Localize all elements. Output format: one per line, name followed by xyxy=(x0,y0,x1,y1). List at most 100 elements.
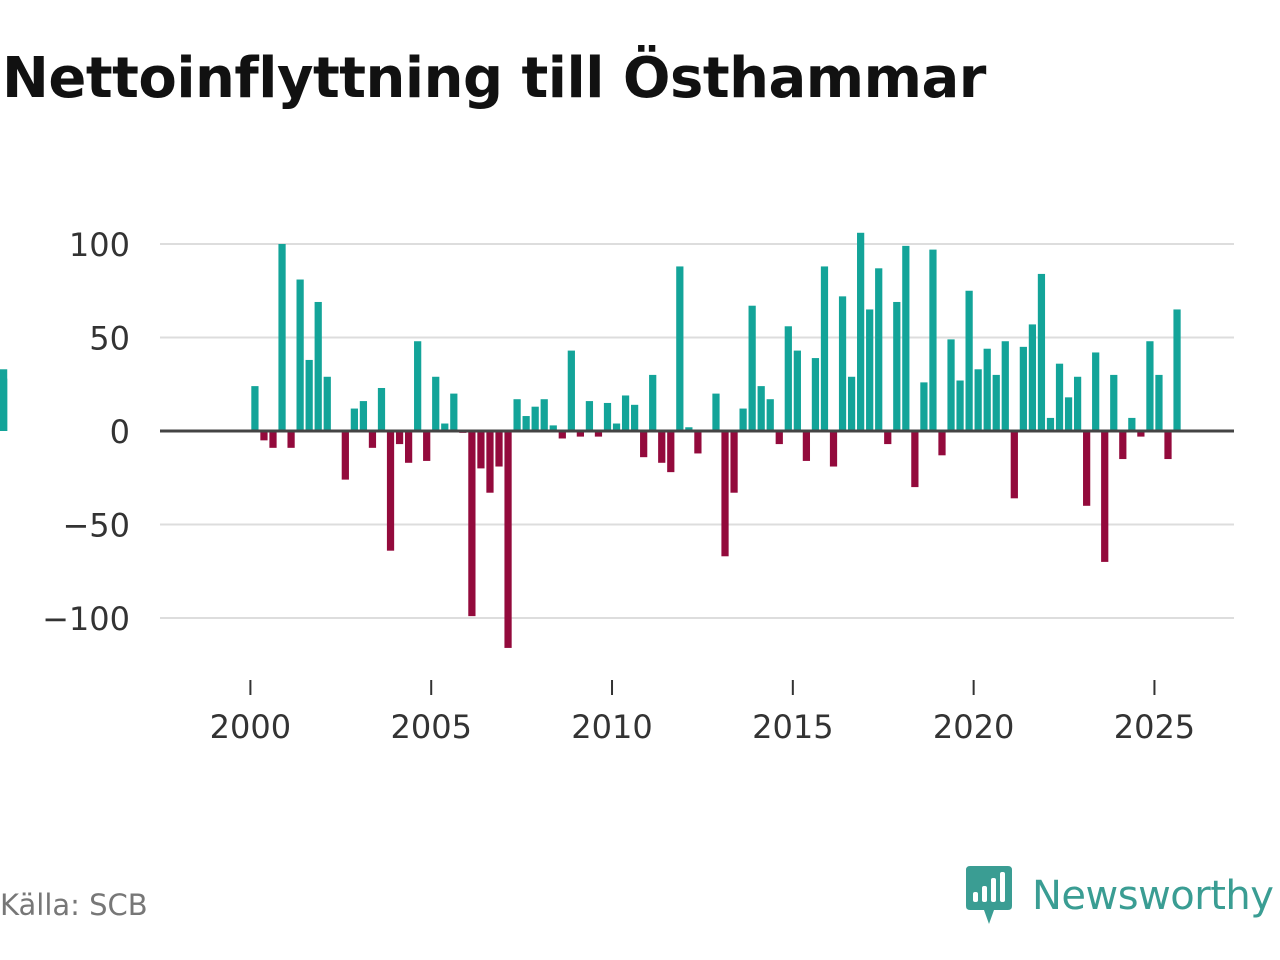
bar xyxy=(558,431,566,439)
bar xyxy=(956,380,964,431)
bar xyxy=(1083,431,1091,506)
bar xyxy=(1101,431,1109,562)
bar xyxy=(893,301,901,431)
bar xyxy=(278,244,286,431)
source-label: Källa: SCB xyxy=(0,888,148,922)
bar xyxy=(640,431,648,458)
y-tick-label: −50 xyxy=(62,507,130,545)
bar xyxy=(1055,363,1064,431)
chart-bubble-icon xyxy=(966,866,1012,924)
bar xyxy=(1155,374,1163,431)
bar xyxy=(567,350,575,431)
bar xyxy=(784,326,792,431)
bar xyxy=(305,359,313,431)
bar xyxy=(1164,431,1172,460)
bar xyxy=(414,341,422,431)
bar xyxy=(323,376,331,431)
bar xyxy=(875,268,883,431)
bar xyxy=(477,431,485,469)
bar xyxy=(549,425,557,431)
bar xyxy=(983,348,991,431)
bar xyxy=(920,382,928,431)
bar xyxy=(658,431,666,463)
bar xyxy=(712,393,720,431)
x-tick-label: 2005 xyxy=(390,708,471,746)
y-tick-label: 0 xyxy=(110,413,130,451)
bar xyxy=(1001,341,1009,431)
chart-title: Nettoinflyttning till Östhammar xyxy=(2,46,986,111)
bar xyxy=(676,266,684,431)
bar xyxy=(811,358,820,431)
bar xyxy=(649,374,657,431)
bar xyxy=(857,232,865,431)
bar xyxy=(721,431,729,557)
bar xyxy=(1146,341,1154,431)
bar xyxy=(965,290,973,431)
x-tick-label: 2010 xyxy=(571,708,652,746)
bar xyxy=(757,386,765,431)
grid-lines xyxy=(160,243,1234,619)
bar xyxy=(929,249,937,431)
bar xyxy=(251,386,259,431)
bar xyxy=(1128,417,1136,431)
bar xyxy=(423,431,431,461)
bar xyxy=(513,399,521,431)
bar xyxy=(1046,417,1055,431)
bar xyxy=(377,387,386,431)
bar xyxy=(1028,324,1037,431)
bar xyxy=(793,350,801,431)
bar xyxy=(938,431,946,456)
bar xyxy=(838,296,847,431)
bar xyxy=(585,401,594,431)
bar xyxy=(739,408,747,431)
bar xyxy=(432,376,440,431)
bar xyxy=(341,431,349,480)
bar xyxy=(350,408,358,431)
bar xyxy=(386,431,395,551)
bar xyxy=(1010,431,1018,499)
x-tick-label: 2025 xyxy=(1114,708,1195,746)
bar xyxy=(1092,352,1100,431)
bar xyxy=(495,431,503,467)
bar xyxy=(621,395,630,431)
newsworthy-logo[interactable]: Newsworthy xyxy=(964,866,1274,926)
bar xyxy=(441,423,449,431)
brand-name: Newsworthy xyxy=(1032,873,1274,919)
bar xyxy=(594,431,603,437)
bar xyxy=(667,431,675,473)
bar xyxy=(829,431,838,467)
bar xyxy=(287,431,295,448)
bar xyxy=(314,301,322,431)
bar xyxy=(847,376,856,431)
bar xyxy=(902,245,910,431)
bar xyxy=(730,431,738,493)
bar xyxy=(260,431,268,441)
bar xyxy=(468,431,476,617)
bar xyxy=(576,431,584,437)
bar xyxy=(1019,346,1027,431)
bar xyxy=(802,431,811,461)
bar xyxy=(368,431,377,448)
x-tick-label: 2020 xyxy=(933,708,1014,746)
bar xyxy=(0,378,8,431)
y-tick-label: −100 xyxy=(42,600,130,638)
bar xyxy=(974,369,982,431)
bar xyxy=(775,431,783,445)
bar xyxy=(1064,397,1073,431)
x-tick-label: 2000 xyxy=(210,708,291,746)
bar xyxy=(1137,431,1145,437)
bar xyxy=(866,309,874,431)
bar xyxy=(395,431,404,445)
bar xyxy=(612,423,621,431)
axes: 100 50 0 −50 −100 2000 2005 2010 2015 2020 2025 xyxy=(42,226,1234,746)
y-tick-label: 50 xyxy=(89,320,130,358)
bars xyxy=(0,232,1181,648)
y-tick-label: 100 xyxy=(69,226,130,264)
bar xyxy=(911,431,919,488)
bar xyxy=(1110,374,1118,431)
bar xyxy=(694,431,702,454)
bar xyxy=(531,406,539,431)
bar xyxy=(404,431,413,463)
bar xyxy=(296,279,304,431)
